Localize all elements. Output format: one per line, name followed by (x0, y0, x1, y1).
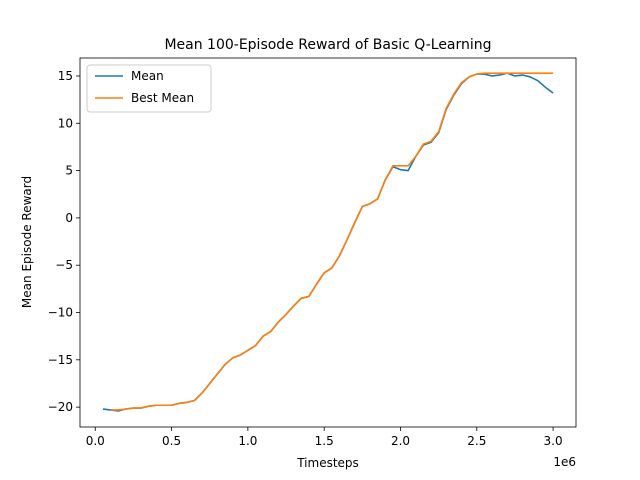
y-tick-label: −15 (48, 353, 73, 367)
plot-area (80, 58, 576, 427)
x-axis-offset-label: 1e6 (553, 455, 576, 469)
x-axis: 0.0 0.5 1.0 1.5 2.0 2.5 3.0 (86, 427, 563, 448)
y-tick-label: −10 (48, 306, 73, 320)
y-tick-label: −5 (55, 258, 73, 272)
y-tick-label: 5 (65, 164, 73, 178)
x-tick-label: 0.0 (86, 434, 105, 448)
y-tick-label: 15 (58, 69, 73, 83)
y-tick-label: 10 (58, 116, 73, 130)
x-tick-label: 1.5 (315, 434, 334, 448)
x-tick-label: 1.0 (238, 434, 257, 448)
chart-title: Mean 100-Episode Reward of Basic Q-Learn… (164, 37, 491, 53)
legend: Mean Best Mean (86, 64, 212, 113)
x-tick-label: 0.5 (162, 434, 181, 448)
y-tick-label: 0 (65, 211, 73, 225)
y-axis: −20 −15 −10 −5 0 5 10 15 (48, 69, 80, 414)
y-tick-label: −20 (48, 400, 73, 414)
x-tick-label: 2.0 (391, 434, 410, 448)
legend-label-mean: Mean (131, 69, 164, 83)
series-line-best-mean (110, 72, 554, 411)
legend-label-best-mean: Best Mean (131, 91, 194, 105)
y-axis-title: Mean Episode Reward (20, 176, 34, 308)
x-axis-title: Timesteps (296, 456, 359, 470)
axes-frame (79, 57, 577, 428)
series-layer (102, 72, 554, 412)
x-tick-label: 2.5 (467, 434, 486, 448)
x-tick-label: 3.0 (544, 434, 563, 448)
